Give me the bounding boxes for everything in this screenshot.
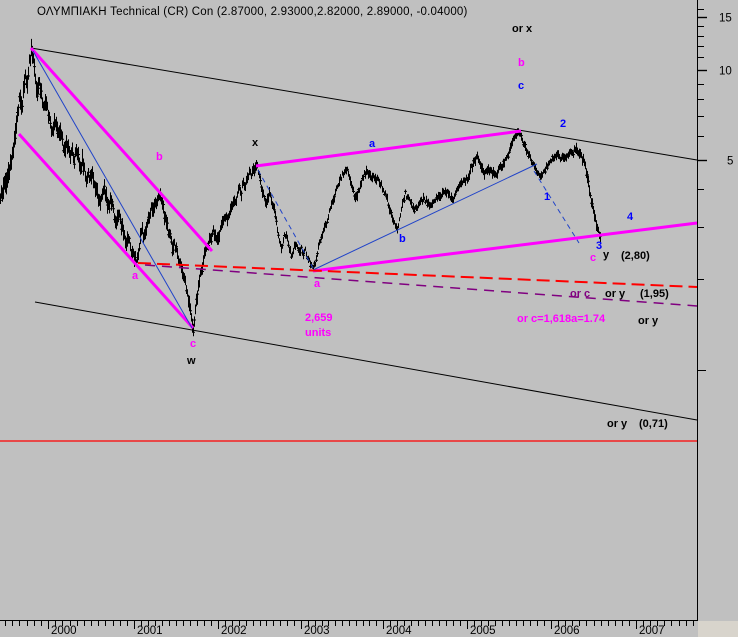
annotation-or-c-20[interactable]: or c bbox=[570, 288, 590, 300]
trend-line-magenta-downtrend-upper[interactable] bbox=[29, 47, 214, 252]
annotation-w-17[interactable]: w bbox=[186, 355, 196, 367]
x-axis-year-label: 2004 bbox=[386, 625, 412, 637]
x-axis-year-label: 2005 bbox=[470, 625, 496, 637]
annotation-a-6[interactable]: a bbox=[369, 138, 376, 150]
annotation-2-3[interactable]: 2 bbox=[560, 118, 566, 130]
x-axis-year-label: 2006 bbox=[554, 625, 580, 637]
annotation-2-659-18[interactable]: 2,659 bbox=[305, 312, 333, 324]
y-axis: 15 10 5 bbox=[698, 9, 733, 371]
annotation-or-c-1-618a-1-74-23[interactable]: or c=1,618a=1.74 bbox=[517, 313, 606, 325]
annotation-4-11[interactable]: 4 bbox=[627, 211, 634, 223]
trend-line-blue-advance-2003-2005[interactable] bbox=[312, 163, 538, 271]
annotation-b-1[interactable]: b bbox=[518, 57, 525, 69]
x-axis: 2000 2001 2002 2003 2004 2005 2006 2007 bbox=[5, 621, 694, 637]
x-axis-year-label: 2001 bbox=[137, 625, 163, 637]
trend-line-blue-decline-1999-2001[interactable] bbox=[32, 50, 193, 329]
trend-line-lower-black-channel[interactable] bbox=[34, 301, 698, 421]
annotation-c-13[interactable]: c bbox=[590, 252, 596, 264]
annotation-or-y-24[interactable]: or y bbox=[638, 315, 659, 327]
x-axis-year-label: 2007 bbox=[639, 625, 665, 637]
annotation-or-y-21[interactable]: or y bbox=[605, 288, 626, 300]
annotation-b-4[interactable]: b bbox=[156, 151, 163, 163]
x-axis-year-label: 2002 bbox=[221, 625, 247, 637]
y-axis-label: 10 bbox=[719, 66, 732, 78]
annotation-0-71-26[interactable]: (0,71) bbox=[639, 418, 668, 430]
trend-line-magenta-uptrend-upper[interactable] bbox=[255, 129, 522, 168]
annotation-x-5[interactable]: x bbox=[252, 137, 259, 149]
annotation-1-95-22[interactable]: (1,95) bbox=[640, 288, 669, 300]
x-axis-year-label: 2003 bbox=[304, 625, 330, 637]
annotation-units-19[interactable]: units bbox=[305, 327, 331, 339]
annotation-1-10[interactable]: 1 bbox=[544, 191, 550, 203]
trend-line-upper-black-channel[interactable] bbox=[30, 47, 698, 161]
y-axis-label: 15 bbox=[719, 13, 732, 25]
annotation-or-y-25[interactable]: or y bbox=[607, 418, 628, 430]
trend-line-magenta-uptrend-lower[interactable] bbox=[312, 221, 698, 273]
annotation-b-7[interactable]: b bbox=[399, 233, 406, 245]
axis-corner bbox=[698, 621, 738, 637]
annotation-3-12[interactable]: 3 bbox=[596, 240, 602, 252]
annotation-or-x-0[interactable]: or x bbox=[512, 23, 533, 35]
annotation-a-8[interactable]: a bbox=[132, 270, 139, 282]
price-bars bbox=[0, 38, 602, 337]
annotation-c-16[interactable]: c bbox=[190, 338, 196, 350]
annotation-2-80-15[interactable]: (2,80) bbox=[621, 250, 650, 262]
annotation-y-14[interactable]: y bbox=[603, 249, 610, 261]
trend-line-magenta-downtrend-lower[interactable] bbox=[17, 132, 195, 330]
annotation-c-2[interactable]: c bbox=[518, 80, 524, 92]
axes bbox=[0, 0, 698, 621]
chart-title: ΟΛΥΜΠΙΑΚΗ Technical (CR) Con (2.87000, 2… bbox=[37, 6, 468, 18]
x-axis-year-label: 2000 bbox=[51, 625, 77, 637]
trend-line-red-dashed-target[interactable] bbox=[137, 262, 698, 288]
trend-line-purple-dashed-target[interactable] bbox=[144, 264, 698, 307]
trend-line-blue-dashed-decline-2006[interactable] bbox=[533, 170, 580, 244]
y-axis-label: 5 bbox=[727, 156, 733, 168]
trend-line-blue-dashed-x-to-a[interactable] bbox=[257, 169, 314, 269]
annotation-a-9[interactable]: a bbox=[314, 278, 321, 290]
